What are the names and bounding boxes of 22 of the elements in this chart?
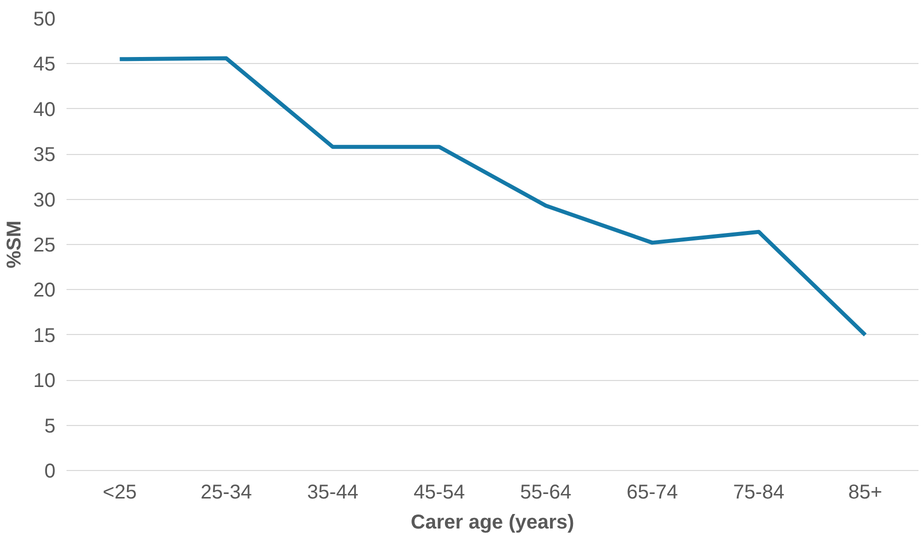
y-tick-label: 30 [33, 189, 56, 212]
x-tick-label: 45-54 [414, 482, 465, 504]
y-tick-label: 10 [33, 370, 56, 392]
y-tick-label: 40 [33, 98, 56, 121]
x-tick-label: 25-34 [200, 482, 252, 504]
x-axis-title: Carer age (years) [410, 512, 574, 534]
y-tick-label: 35 [33, 144, 56, 166]
x-tick-label: 55-64 [520, 482, 572, 504]
x-tick-label: 75-84 [733, 482, 784, 504]
x-tick-label: 65-74 [626, 482, 678, 504]
y-tick-label: 15 [33, 324, 56, 347]
y-tick-label: 25 [33, 234, 56, 256]
y-tick-label: 45 [33, 54, 56, 76]
y-tick-label: 0 [44, 460, 56, 482]
x-tick-label: <25 [102, 482, 137, 504]
y-tick-label: 50 [33, 8, 56, 30]
x-tick-label: 85+ [848, 482, 882, 504]
x-tick-label: 35-44 [307, 482, 358, 504]
y-tick-label: 20 [33, 280, 56, 302]
y-tick-label: 5 [44, 415, 56, 438]
y-axis-title: %SM [3, 220, 26, 268]
line-series [118, 56, 868, 337]
